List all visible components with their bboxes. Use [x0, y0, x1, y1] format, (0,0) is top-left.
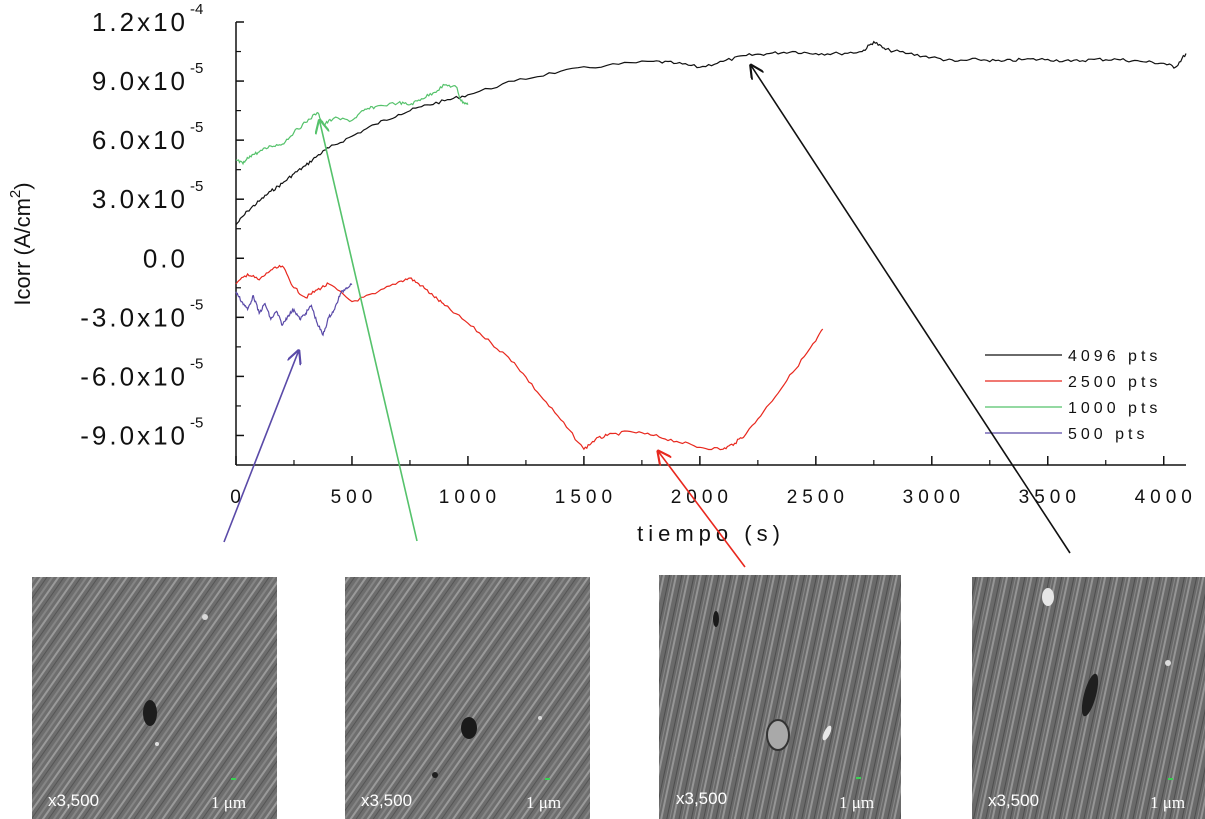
sem-magnification-label: x3,500 [988, 791, 1039, 810]
x-tick-label: 500 [331, 487, 378, 508]
legend-label: 1000 pts [1068, 400, 1161, 417]
sem-scale-label: 1 μm [839, 793, 874, 812]
y-tick-label: 0.0 [143, 243, 188, 273]
y-ticks: 1.2x10 -49.0x10 -56.0x10 -53.0x10 -50.0-3.0x… [80, 1, 244, 450]
legend: 4096 pts 2500 pts 1000 pts 500 pts [985, 348, 1161, 443]
y-tick-label: -3.0x10 [80, 302, 188, 332]
y-tick-exponent: -5 [190, 60, 203, 77]
sem-image-500pts: x3,500 1 μm [32, 577, 277, 819]
sem-micrographs: x3,500 1 μm x3,500 1 μm x3,500 1 μm [32, 575, 1205, 819]
x-tick-label: 3000 [903, 487, 965, 508]
y-tick-exponent: -5 [190, 355, 203, 372]
legend-label: 2500 pts [1068, 374, 1161, 391]
y-tick-label: 3.0x10 [92, 184, 188, 214]
x-axis-label: tiempo (s) [637, 521, 785, 546]
series-line-500-pts [235, 283, 353, 337]
y-tick-label: -9.0x10 [80, 420, 188, 450]
sem-magnification-label: x3,500 [361, 791, 412, 810]
sem-scale-label: 1 μm [1150, 793, 1185, 812]
y-tick-label: 6.0x10 [92, 125, 188, 155]
sem-image-2500pts: x3,500 1 μm [659, 575, 901, 819]
series-line-1000-pts [235, 83, 469, 166]
x-tick-label: 0 [230, 487, 246, 508]
x-tick-label: 1000 [439, 487, 501, 508]
y-tick-label: -6.0x10 [80, 361, 188, 391]
arrow-1000-pts [319, 120, 418, 542]
y-tick-exponent: -5 [190, 414, 203, 431]
y-tick-label: 9.0x10 [92, 66, 188, 96]
sem-image-4096pts: x3,500 1 μm [972, 577, 1205, 819]
y-tick-exponent: -5 [190, 178, 203, 195]
y-axis-label: Icorr (A/cm2) [7, 182, 35, 305]
plot-area: 1.2x10 -49.0x10 -56.0x10 -53.0x10 -50.0-3.0x… [7, 1, 1197, 546]
x-tick-label: 1500 [555, 487, 617, 508]
sem-scale-label: 1 μm [526, 793, 561, 812]
x-tick-label: 2500 [787, 487, 849, 508]
y-tick-label: 1.2x10 [92, 7, 188, 37]
x-tick-label: 2000 [671, 487, 733, 508]
x-tick-label: 4000 [1135, 487, 1197, 508]
sem-image-1000pts: x3,500 1 μm [345, 577, 590, 819]
legend-label: 500 pts [1068, 426, 1148, 443]
series-line-2500-pts [235, 264, 824, 451]
x-ticks: 0 500 1000 1500 2000 2500 3000 3500 4000 [230, 456, 1197, 508]
arrow-500-pts [223, 351, 299, 543]
annotation-arrows [223, 65, 1071, 568]
series-lines [235, 40, 1187, 451]
y-tick-exponent: -5 [190, 119, 203, 136]
arrow-4096-pts [751, 65, 1071, 554]
series-line-4096-pts [235, 40, 1187, 226]
x-tick-label: 3500 [1019, 487, 1081, 508]
y-tick-exponent: -5 [190, 296, 203, 313]
sem-scale-label: 1 μm [211, 793, 246, 812]
sem-magnification-label: x3,500 [48, 791, 99, 810]
arrow-2500-pts [658, 451, 746, 568]
legend-label: 4096 pts [1068, 348, 1161, 365]
sem-magnification-label: x3,500 [676, 789, 727, 808]
y-tick-exponent: -4 [190, 1, 203, 18]
